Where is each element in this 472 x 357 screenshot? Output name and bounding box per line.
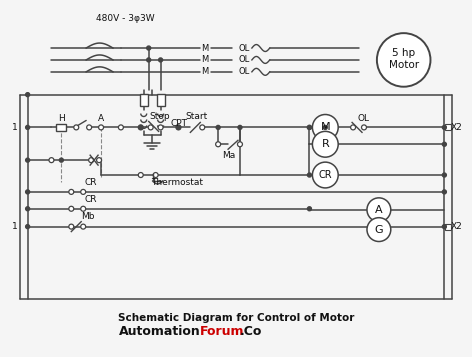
Circle shape bbox=[147, 58, 151, 62]
Circle shape bbox=[307, 207, 312, 211]
Text: Forum: Forum bbox=[200, 325, 245, 338]
Circle shape bbox=[176, 125, 181, 130]
Text: 1: 1 bbox=[12, 123, 17, 132]
Circle shape bbox=[200, 125, 205, 130]
Circle shape bbox=[216, 125, 220, 129]
Circle shape bbox=[307, 173, 312, 177]
Circle shape bbox=[25, 93, 30, 97]
Circle shape bbox=[351, 125, 355, 130]
Text: M: M bbox=[202, 67, 209, 76]
Circle shape bbox=[159, 58, 162, 62]
Text: OL: OL bbox=[238, 55, 250, 64]
Text: M: M bbox=[320, 122, 330, 132]
Circle shape bbox=[59, 158, 63, 162]
Text: A: A bbox=[98, 114, 104, 123]
Circle shape bbox=[81, 206, 86, 211]
Circle shape bbox=[138, 172, 143, 177]
Circle shape bbox=[238, 125, 242, 129]
Circle shape bbox=[97, 158, 101, 163]
Circle shape bbox=[367, 218, 391, 241]
Circle shape bbox=[118, 125, 123, 130]
Text: CR: CR bbox=[85, 178, 97, 187]
Text: H: H bbox=[58, 114, 65, 123]
Circle shape bbox=[312, 131, 338, 157]
Text: 1: 1 bbox=[12, 222, 17, 231]
Circle shape bbox=[362, 125, 366, 130]
Circle shape bbox=[377, 33, 430, 87]
Circle shape bbox=[138, 125, 143, 130]
Circle shape bbox=[69, 190, 74, 194]
Text: X2: X2 bbox=[450, 222, 462, 231]
Text: Ma: Ma bbox=[222, 151, 236, 160]
Circle shape bbox=[49, 158, 54, 163]
Circle shape bbox=[323, 125, 327, 129]
Circle shape bbox=[307, 125, 312, 129]
Text: Schematic Diagram for Control of Motor: Schematic Diagram for Control of Motor bbox=[118, 313, 354, 323]
Bar bbox=[446, 223, 451, 230]
Circle shape bbox=[312, 162, 338, 188]
Text: M: M bbox=[202, 44, 209, 52]
Circle shape bbox=[216, 142, 220, 147]
Bar bbox=[446, 125, 451, 130]
Text: OL: OL bbox=[238, 67, 250, 76]
Text: CPT: CPT bbox=[170, 119, 187, 128]
Bar bbox=[57, 124, 67, 131]
Circle shape bbox=[74, 125, 79, 130]
Circle shape bbox=[139, 125, 143, 129]
Text: Mb: Mb bbox=[81, 212, 95, 221]
Text: 480V - 3φ3W: 480V - 3φ3W bbox=[96, 14, 155, 23]
Circle shape bbox=[367, 198, 391, 222]
Circle shape bbox=[25, 158, 30, 162]
Text: CR: CR bbox=[319, 170, 332, 180]
Circle shape bbox=[25, 190, 30, 194]
Circle shape bbox=[69, 224, 74, 229]
Text: X2: X2 bbox=[450, 123, 462, 132]
Circle shape bbox=[307, 125, 312, 129]
Circle shape bbox=[81, 224, 86, 229]
Text: 5 hp
Motor: 5 hp Motor bbox=[388, 48, 419, 70]
Text: Automation: Automation bbox=[118, 325, 200, 338]
Text: G: G bbox=[375, 225, 383, 235]
Text: CR: CR bbox=[85, 195, 97, 204]
Text: OL: OL bbox=[238, 44, 250, 52]
Text: Start: Start bbox=[185, 112, 207, 121]
Text: .Co: .Co bbox=[240, 325, 262, 338]
Bar bbox=[140, 94, 148, 106]
Circle shape bbox=[148, 125, 153, 130]
Circle shape bbox=[442, 125, 447, 129]
Circle shape bbox=[442, 173, 447, 177]
Text: A: A bbox=[375, 205, 383, 215]
Circle shape bbox=[99, 125, 103, 130]
Text: R: R bbox=[321, 139, 329, 149]
Circle shape bbox=[442, 225, 447, 228]
Text: OL: OL bbox=[358, 114, 370, 123]
Circle shape bbox=[177, 125, 180, 129]
Circle shape bbox=[312, 115, 338, 140]
Circle shape bbox=[158, 125, 163, 130]
Bar bbox=[157, 94, 165, 106]
Circle shape bbox=[442, 142, 447, 146]
Circle shape bbox=[25, 207, 30, 211]
Circle shape bbox=[147, 46, 151, 50]
Circle shape bbox=[153, 172, 158, 177]
Text: Thermostat: Thermostat bbox=[152, 178, 203, 187]
Circle shape bbox=[237, 142, 243, 147]
Text: Stop: Stop bbox=[149, 112, 170, 121]
Circle shape bbox=[25, 225, 30, 228]
Circle shape bbox=[69, 206, 74, 211]
Circle shape bbox=[442, 190, 447, 194]
Circle shape bbox=[25, 125, 30, 129]
Circle shape bbox=[81, 190, 86, 194]
Circle shape bbox=[89, 158, 93, 163]
Circle shape bbox=[87, 125, 92, 130]
Text: M: M bbox=[202, 55, 209, 64]
